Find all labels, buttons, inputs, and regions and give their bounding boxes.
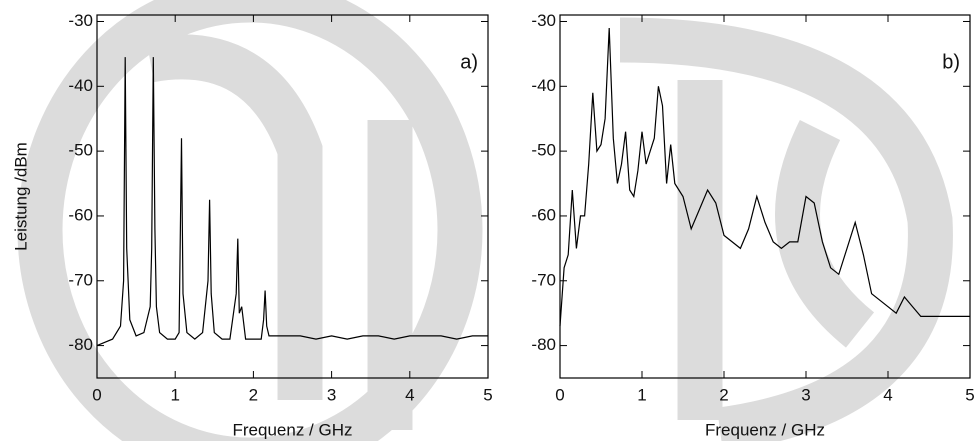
watermark-shape <box>145 34 413 430</box>
y-tick-label: -80 <box>531 335 556 354</box>
y-tick-label: -40 <box>531 76 556 95</box>
x-tick-label: 5 <box>483 385 492 404</box>
y-tick-label: -80 <box>68 335 93 354</box>
x-tick-label: 3 <box>327 385 336 404</box>
y-tick-label: -30 <box>531 11 556 30</box>
panel-label: a) <box>460 51 478 73</box>
line-series <box>559 27 970 327</box>
line-series <box>96 57 488 347</box>
x-tick-label: 4 <box>405 385 414 404</box>
x-tick-label: 3 <box>801 385 810 404</box>
y-tick-label: -30 <box>68 11 93 30</box>
x-tick-label: 2 <box>249 385 258 404</box>
watermark-shape <box>619 17 953 441</box>
watermark <box>17 0 953 441</box>
y-tick-label: -60 <box>68 205 93 224</box>
x-tick-label: 0 <box>92 385 101 404</box>
x-axis-label: Frequenz / GHz <box>233 420 353 439</box>
y-tick-label: -50 <box>531 141 556 160</box>
x-tick-label: 0 <box>555 385 564 404</box>
y-axis-label: Leistung /dBm <box>11 142 30 251</box>
watermark-shape <box>17 0 483 441</box>
x-tick-label: 5 <box>965 385 974 404</box>
x-tick-label: 2 <box>719 385 728 404</box>
y-tick-label: -50 <box>68 141 93 160</box>
y-tick-label: -70 <box>68 270 93 289</box>
x-axis-label: Frequenz / GHz <box>705 420 825 439</box>
y-tick-label: -60 <box>531 205 556 224</box>
x-tick-label: 1 <box>170 385 179 404</box>
plot-frame <box>559 14 971 379</box>
y-tick-label: -70 <box>531 270 556 289</box>
y-tick-label: -40 <box>68 76 93 95</box>
panel-label: b) <box>942 51 960 73</box>
plot-frame <box>96 14 489 379</box>
watermark-shape <box>677 80 875 420</box>
x-tick-label: 1 <box>637 385 646 404</box>
x-tick-label: 4 <box>883 385 892 404</box>
